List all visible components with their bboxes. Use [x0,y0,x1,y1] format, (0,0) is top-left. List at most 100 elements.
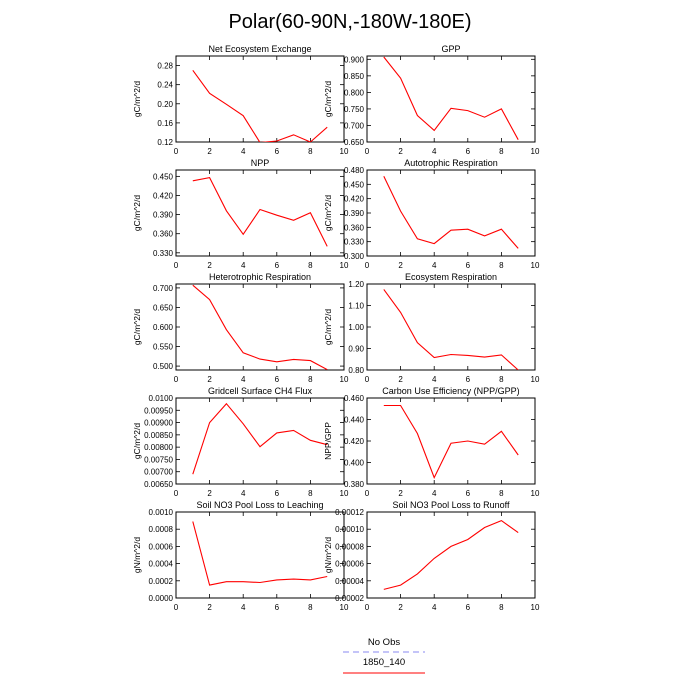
y-tick-label: 0.400 [344,459,365,468]
y-tick-label: 0.550 [153,343,174,352]
y-tick-label: 0.360 [344,223,365,232]
y-tick-label: 0.00004 [335,577,364,586]
y-tick-label: 0.00010 [335,525,364,534]
plot-frame [366,283,536,371]
x-tick-label: 8 [308,375,313,384]
x-tick-label: 2 [398,147,403,156]
y-tick-label: 0.450 [153,172,174,181]
panel-soil-no3-pool-loss-to-leaching: Soil NO3 Pool Loss to Leaching 0 2 4 6 8 10 0.0… [132,500,349,612]
y-tick-label: 0.0100 [149,394,174,403]
x-tick-label: 10 [340,261,349,270]
panel-title: GPP [441,44,460,54]
y-tick-label: 0.850 [344,72,365,81]
series-line-1850-140 [192,176,328,247]
x-tick-label: 8 [499,375,504,384]
y-tick-label: 0.800 [344,88,365,97]
y-tick-label: 0.420 [153,191,174,200]
y-tick-label: 0.500 [153,362,174,371]
y-tick-label: 0.90 [348,345,364,354]
y-tick-label: 0.300 [344,252,365,261]
y-tick-label: 0.00650 [144,480,173,489]
y-tick-label: 0.20 [157,100,173,109]
panel-title: Heterotrophic Respiration [209,272,311,282]
x-tick-label: 0 [174,489,179,498]
y-axis-label: gN/m^2/d [323,537,333,573]
y-tick-label: 0.0004 [149,560,174,569]
x-tick-label: 10 [531,261,540,270]
x-tick-label: 4 [241,603,246,612]
y-tick-label: 0.360 [153,230,174,239]
plot-frame [175,397,345,485]
legend-label-1850-140: 1850_140 [363,657,405,668]
x-tick-label: 4 [241,147,246,156]
panel-title: Soil NO3 Pool Loss to Runoff [393,500,510,510]
y-tick-label: 0.80 [348,366,364,375]
panel-npp: NPP 0 2 4 6 8 10 0.330 0.360 0.390 0.420 0.450 gC/m^… [132,158,349,270]
x-tick-label: 10 [340,489,349,498]
panel-gridcell-surface-ch4-flux: Gridcell Surface CH4 Flux 0 2 4 6 8 10 0.00650 0… [132,386,349,498]
y-axis-label: gC/m^2/d [132,195,142,231]
x-tick-label: 2 [207,489,212,498]
x-tick-label: 10 [340,603,349,612]
panel-title: Gridcell Surface CH4 Flux [208,386,313,396]
legend-label-no-obs: No Obs [368,637,400,648]
x-tick-label: 6 [275,375,280,384]
legend: No Obs 1850_140 [343,637,425,674]
plot-frame [366,397,536,485]
y-tick-label: 0.900 [344,55,365,64]
panel-title: NPP [251,158,270,168]
series-line-1850-140 [383,289,519,370]
x-tick-label: 8 [308,603,313,612]
y-tick-label: 0.00008 [335,542,364,551]
panel-carbon-use-efficiency-npp-gpp: Carbon Use Efficiency (NPP/GPP)0 2 4 6 8 100.… [323,386,540,498]
x-tick-label: 10 [531,603,540,612]
series-line-1850-140 [192,69,328,142]
series-line-1850-140 [192,402,328,475]
y-tick-label: 1.10 [348,302,364,311]
x-tick-label: 6 [275,489,280,498]
x-tick-label: 4 [241,375,246,384]
x-tick-label: 10 [531,147,540,156]
y-tick-label: 0.390 [153,211,174,220]
y-tick-label: 0.700 [344,121,365,130]
x-tick-label: 2 [207,261,212,270]
x-tick-label: 8 [499,261,504,270]
y-tick-label: 0.460 [344,394,365,403]
y-axis-label: gC/m^2/d [132,423,142,459]
x-tick-label: 0 [365,375,370,384]
x-tick-label: 2 [398,261,403,270]
x-tick-label: 8 [499,489,504,498]
plot-frame [175,55,345,143]
y-tick-label: 0.00012 [335,508,364,517]
x-tick-label: 0 [174,603,179,612]
x-tick-label: 2 [398,375,403,384]
plot-frame [175,283,345,371]
x-tick-label: 6 [275,603,280,612]
y-axis-label: gC/m^2/d [323,81,333,117]
plot-frame [175,169,345,257]
x-tick-label: 6 [466,375,471,384]
y-tick-label: 0.00900 [144,419,173,428]
y-tick-label: 0.700 [153,284,174,293]
x-tick-label: 2 [398,489,403,498]
x-tick-label: 4 [241,489,246,498]
x-tick-label: 4 [241,261,246,270]
y-tick-label: 0.28 [157,62,173,71]
x-tick-label: 2 [207,375,212,384]
x-tick-label: 4 [432,375,437,384]
y-tick-label: 0.480 [344,166,365,175]
y-tick-label: 0.16 [157,119,173,128]
y-axis-label: NPP/GPP [323,422,333,460]
series-line-1850-140 [383,519,519,590]
y-tick-label: 0.650 [153,303,174,312]
x-tick-label: 0 [365,261,370,270]
y-tick-label: 0.650 [344,138,365,147]
y-tick-label: 0.0010 [149,508,174,517]
y-tick-label: 0.00750 [144,455,173,464]
y-axis-label: gC/m^2/d [132,81,142,117]
x-tick-label: 0 [174,147,179,156]
panel-title: Autotrophic Respiration [404,158,498,168]
y-tick-label: 0.00850 [144,431,173,440]
